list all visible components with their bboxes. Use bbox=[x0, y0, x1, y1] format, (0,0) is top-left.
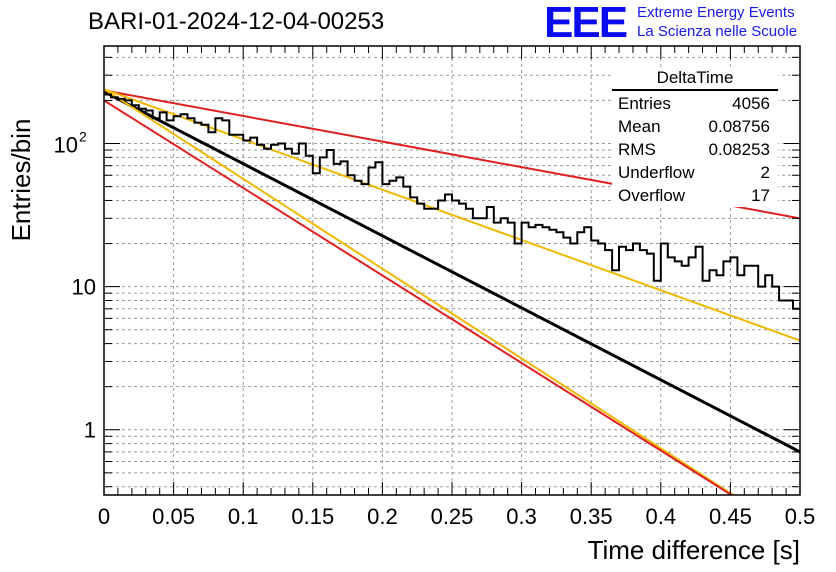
y-tick-label: 10 bbox=[54, 133, 78, 158]
y-tick-label: 1 bbox=[84, 418, 96, 443]
stat-label: RMS bbox=[618, 140, 656, 159]
tick-labels: 0 0.05 0.1 0.15 0.2 0.25 0.3 0.35 0.4 0.45 0.5 1 10 1… bbox=[54, 129, 816, 529]
histogram-steps bbox=[104, 93, 800, 310]
fit-curve bbox=[104, 88, 800, 342]
y-axis-label: Entries/bin bbox=[6, 119, 36, 242]
x-tick-label: 0.45 bbox=[709, 504, 752, 529]
y-tick-exponent: 2 bbox=[79, 129, 87, 145]
fit-curve bbox=[104, 88, 736, 495]
stat-label: Underflow bbox=[618, 163, 695, 182]
stat-value: 0.08253 bbox=[708, 140, 770, 159]
x-tick-label: 0.4 bbox=[646, 504, 677, 529]
stat-value: 17 bbox=[751, 186, 770, 205]
x-tick-label: 0.15 bbox=[291, 504, 334, 529]
logo-line-2: La Scienza nelle Scuole bbox=[637, 23, 798, 40]
x-tick-label: 0.35 bbox=[570, 504, 613, 529]
x-tick-label: 0.05 bbox=[152, 504, 195, 529]
stat-label: Overflow bbox=[618, 186, 686, 205]
stats-box: DeltaTime Entries 4056 Mean 0.08756 RMS … bbox=[612, 68, 778, 207]
x-tick-label: 0.5 bbox=[785, 504, 816, 529]
grid-lines bbox=[104, 46, 800, 495]
stat-row: RMS 0.08253 bbox=[612, 138, 778, 161]
x-tick-label: 0.3 bbox=[506, 504, 537, 529]
y-tick-label: 10 bbox=[72, 275, 96, 300]
stat-value: 2 bbox=[760, 163, 770, 182]
x-tick-label: 0.1 bbox=[228, 504, 259, 529]
stat-row: Mean 0.08756 bbox=[612, 115, 778, 138]
stats-title: DeltaTime bbox=[612, 68, 778, 91]
stat-label: Mean bbox=[618, 117, 661, 136]
run-title: BARI-01-2024-12-04-00253 bbox=[88, 8, 385, 35]
logo-line-1: Extreme Energy Events bbox=[637, 4, 795, 21]
stat-row: Underflow 2 bbox=[612, 161, 778, 184]
stat-value: 0.08756 bbox=[708, 117, 770, 136]
eee-logo: EEE bbox=[544, 0, 628, 47]
x-tick-label: 0.25 bbox=[431, 504, 474, 529]
stat-label: Entries bbox=[618, 94, 671, 113]
x-tick-label: 0 bbox=[98, 504, 110, 529]
stat-row: Overflow 17 bbox=[612, 184, 778, 207]
stat-row: Entries 4056 bbox=[612, 92, 778, 115]
stat-value: 4056 bbox=[732, 94, 770, 113]
axis-ticks bbox=[103, 46, 801, 495]
fit-curve bbox=[104, 90, 800, 454]
x-axis-label: Time difference [s] bbox=[588, 535, 800, 565]
fit-curve bbox=[104, 99, 734, 495]
x-tick-label: 0.2 bbox=[367, 504, 398, 529]
